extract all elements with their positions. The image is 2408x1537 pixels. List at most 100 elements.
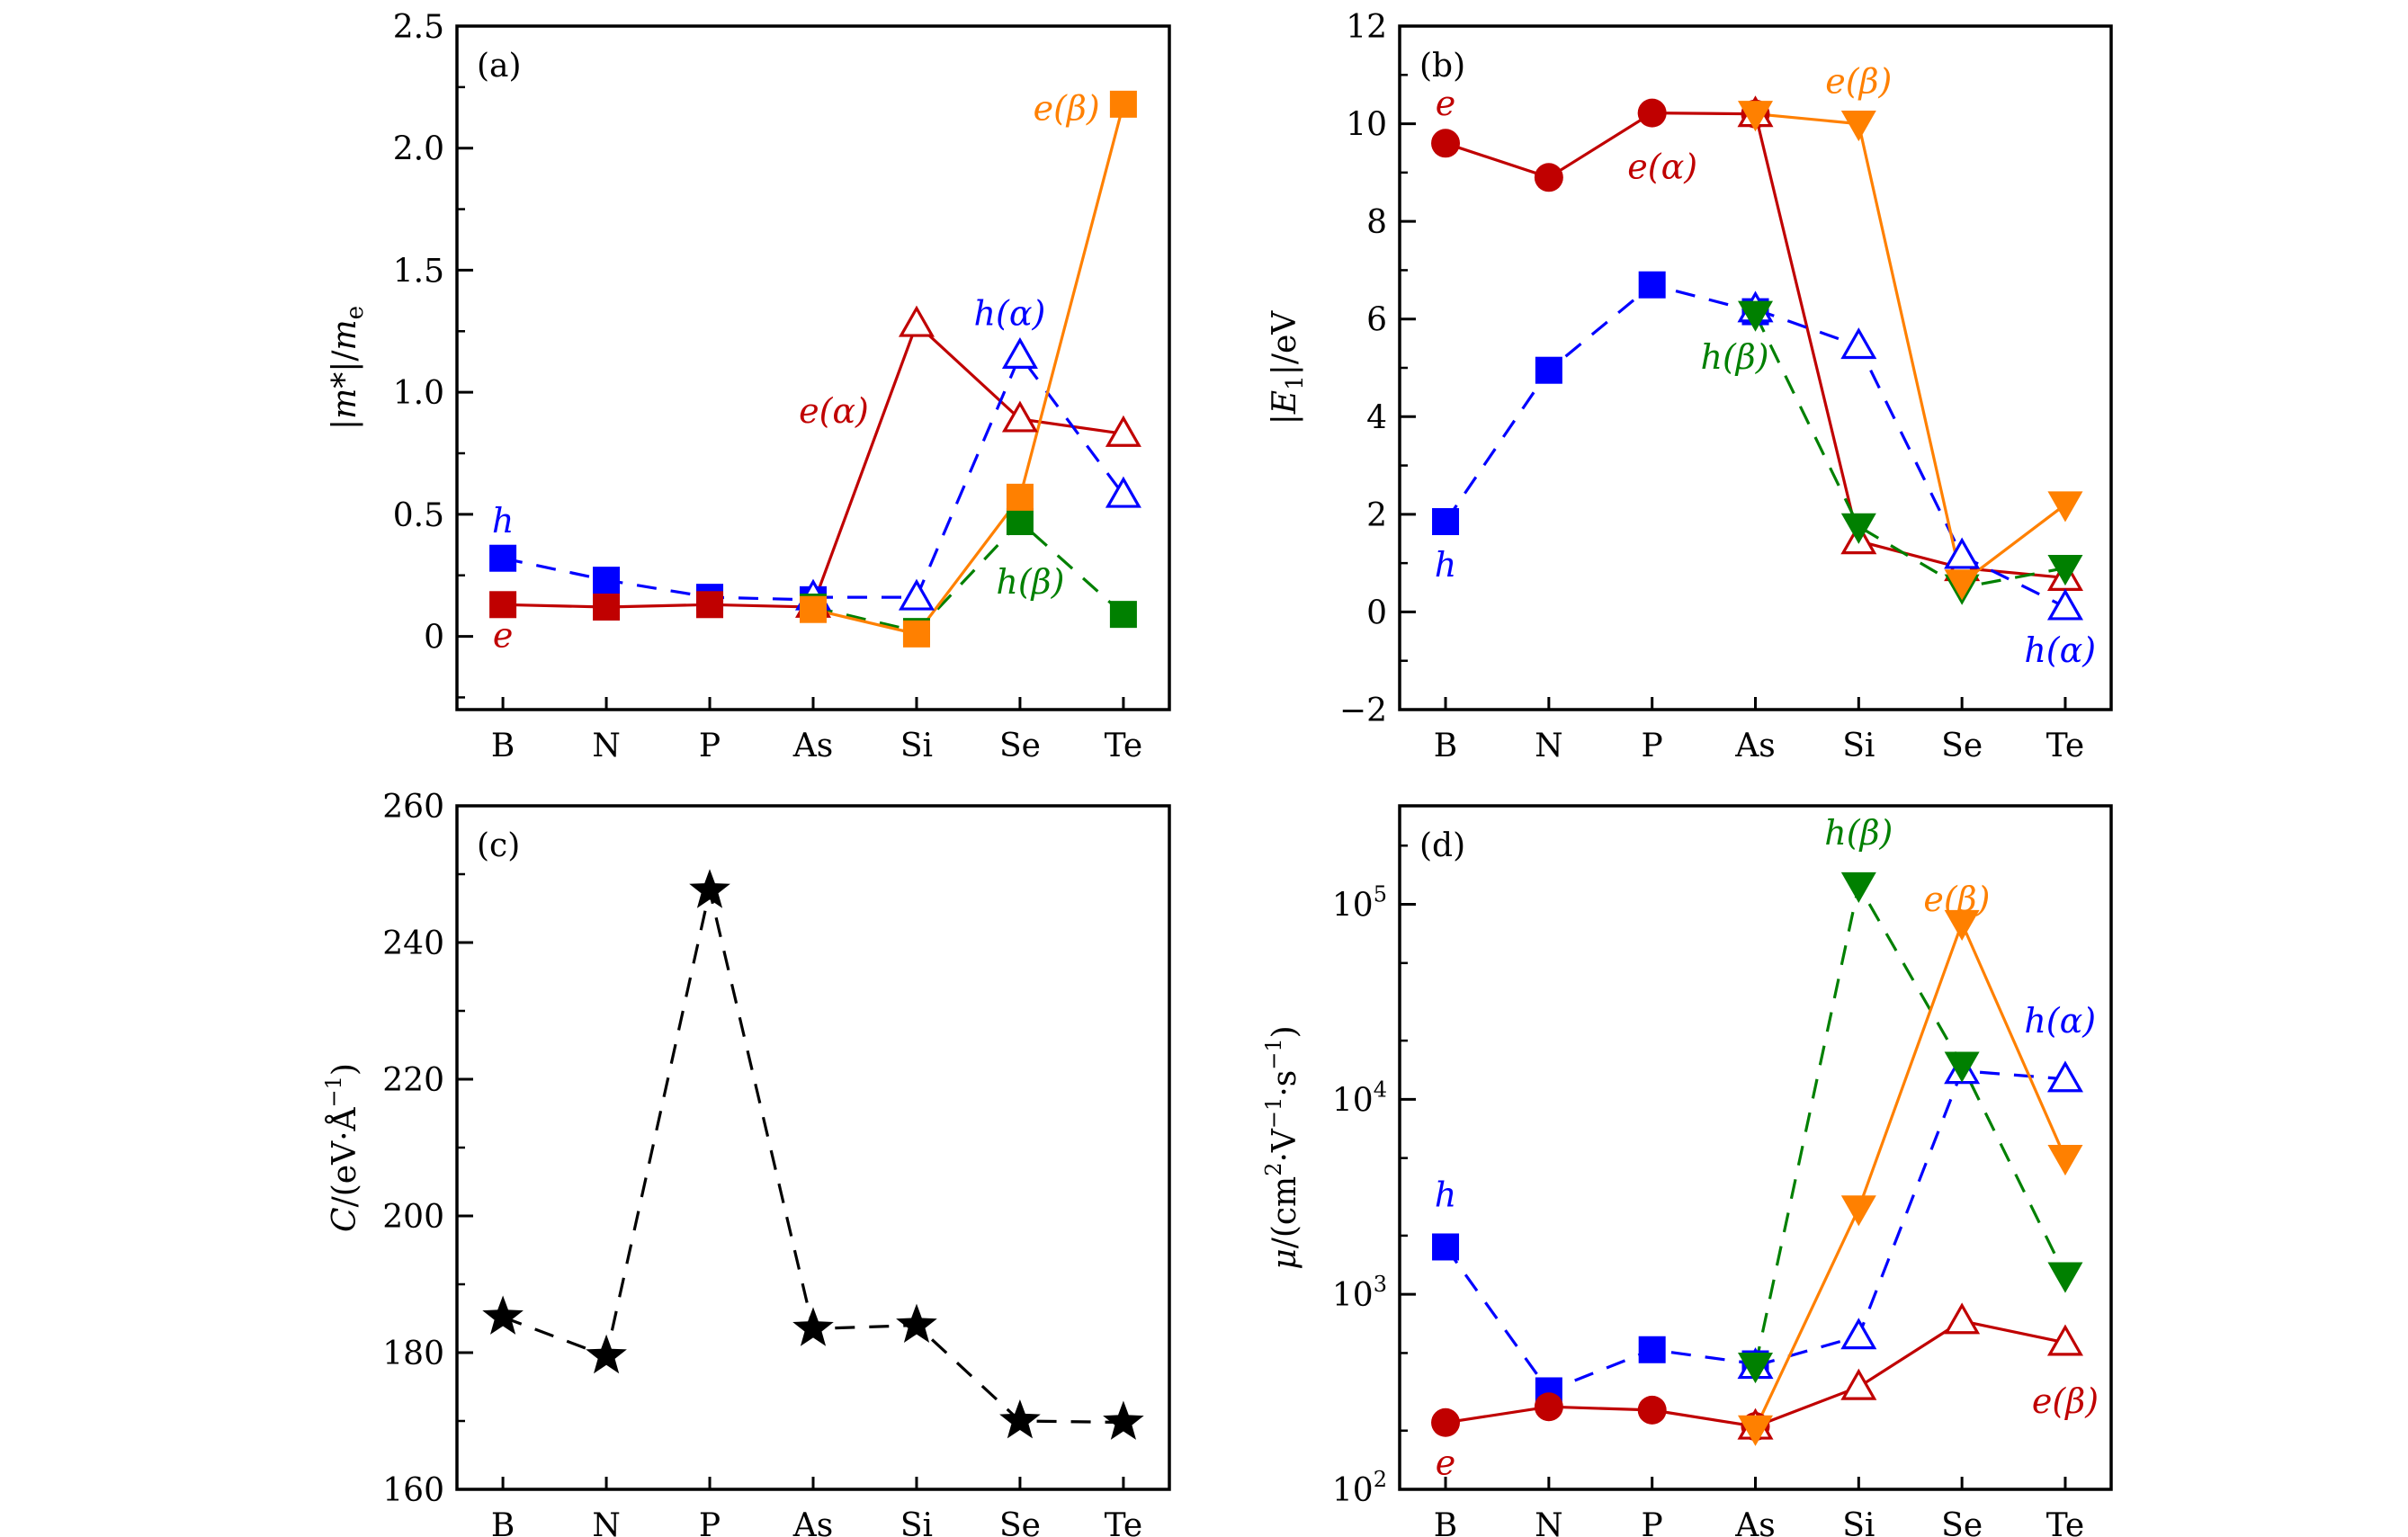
data-point [2047,1262,2083,1293]
x-tick-label: Se [999,1507,1041,1537]
x-tick-label: N [592,728,621,764]
data-point [586,1334,627,1374]
data-point [489,544,517,572]
data-point [898,305,935,337]
data-point [1944,537,1981,569]
series-line-e [1753,113,2066,579]
x-tick-label: As [1734,1507,1775,1537]
data-point [1840,1195,1876,1227]
y-tick-label: 160 [382,1472,444,1509]
x-tick-label: Se [1941,1507,1983,1537]
data-point [1432,1233,1460,1261]
x-tick-label: As [792,1507,833,1537]
annotation-label: e(α) [1627,147,1697,186]
series-line-h [1444,1246,1756,1393]
series-line-e [1754,1319,2066,1428]
x-tick-label: Te [2046,728,2085,764]
data-point [2047,554,2083,586]
data-point [2046,588,2083,621]
data-point [1840,513,1876,544]
annotation-label: h(β) [1824,813,1893,853]
data-point [1944,569,1980,601]
data-point [2047,491,2083,523]
x-tick-label: Se [999,728,1041,764]
data-point [1840,327,1877,360]
data-point [1432,508,1460,535]
annotation-label: e(β) [1825,61,1892,101]
series-line-e [1445,1405,1756,1428]
data-point [696,591,724,619]
annotation-label: h(α) [2024,630,2096,670]
x-tick-label: B [491,1507,515,1537]
data-point [1109,90,1137,118]
y-tick-label: 2.5 [393,9,444,46]
y-tick-label: 102 [1332,1467,1387,1509]
data-point [1105,415,1141,447]
data-point [999,1399,1041,1439]
data-point [1534,163,1563,192]
series-line-e [1445,111,1756,180]
y-tick-label: 180 [382,1336,444,1372]
x-tick-label: As [792,728,833,764]
x-tick-label: B [491,728,515,764]
y-axis-title: C/(eV·Å−1) [321,1063,363,1232]
x-tick-label: B [1434,1507,1457,1537]
x-tick-label: Se [1941,728,1983,764]
series-line-h [1753,881,2067,1366]
series-line-c [502,889,1123,1425]
panel-a: B N P As Si Se Te 0 0.5 1.0 1.5 2.0 2.5 (a) |m*|/me h e e… [327,9,1171,764]
series-line-h [1444,282,1756,523]
series-line-h [1754,313,2066,589]
data-point [1105,476,1141,508]
x-tick-label: Si [900,1507,933,1537]
data-point [896,1303,937,1343]
data-point [1109,601,1137,629]
data-point [1534,1392,1563,1422]
data-point [1738,1353,1773,1384]
data-point [792,1307,834,1346]
y-axis-title: |E1|/eV [1267,310,1309,425]
data-point [1738,300,1773,332]
data-point [1431,129,1461,158]
data-point [1738,1415,1773,1446]
series-line-e [1754,919,2067,1430]
data-point [1103,1400,1144,1440]
data-point [800,595,827,623]
x-tick-label: P [1642,728,1663,764]
data-point [2046,1060,2083,1093]
y-tick-label: 8 [1366,204,1387,241]
x-tick-label: Si [1842,728,1875,764]
y-tick-label: 240 [382,925,444,962]
data-point [1840,871,1876,904]
data-point [593,594,621,621]
y-tick-label: 10 [1346,107,1387,144]
y-tick-label: 0 [1366,594,1387,631]
y-tick-label: 0 [424,620,444,657]
x-tick-label: Te [1105,1507,1143,1537]
y-tick-label: 200 [382,1199,444,1236]
data-point [2046,1324,2083,1356]
annotation-label: h(β) [1700,337,1768,377]
series-line-h [502,557,814,602]
data-point [482,1295,524,1335]
y-axis-title: μ/(cm2·V−1·s−1) [1261,1025,1303,1269]
y-tick-label: 103 [1332,1272,1387,1314]
data-point [2047,1144,2083,1176]
data-point [898,578,935,611]
panel-label: (d) [1419,827,1465,864]
plot-frame [455,804,1171,1491]
data-point [1637,98,1667,128]
x-tick-label: N [1535,1507,1563,1537]
data-point [689,869,730,908]
series-line-h [813,353,1125,599]
plot-frame [1398,804,2113,1491]
y-tick-label: 12 [1346,9,1387,46]
y-tick-label: 1.5 [393,253,444,290]
annotation-label: h(β) [996,562,1064,602]
x-tick-label: P [699,728,721,764]
y-tick-label: 220 [382,1062,444,1099]
annotation-label: e(β) [1034,88,1100,128]
series-line-e [811,321,1124,605]
y-tick-label: 2 [1366,497,1387,534]
data-point [1001,336,1038,369]
